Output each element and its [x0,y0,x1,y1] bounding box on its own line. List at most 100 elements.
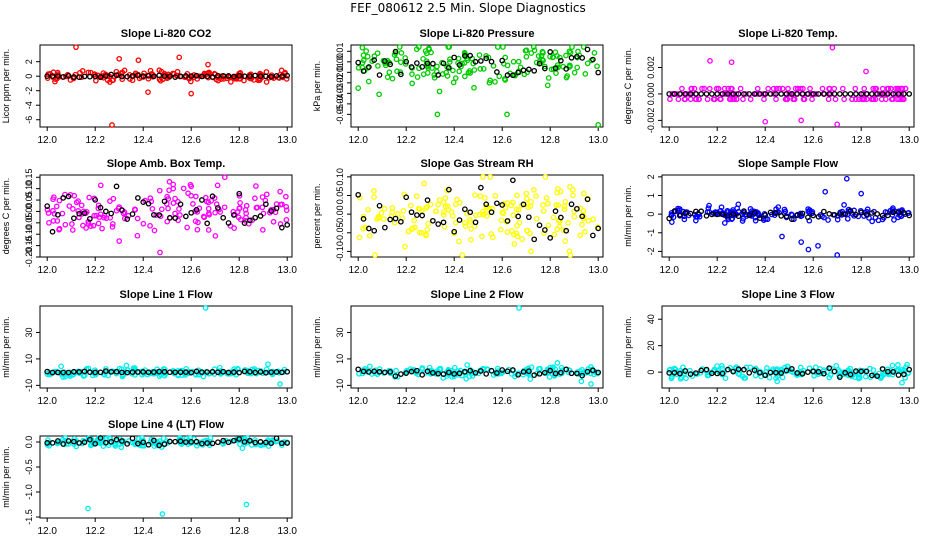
data-point [366,232,373,239]
data-point [826,211,833,217]
data-point [735,366,742,373]
data-point [172,438,179,445]
data-point [372,252,378,258]
y-tick-label: -0.01 [335,62,345,83]
data-point [156,368,163,375]
data-point [701,85,708,92]
x-tick-label: 12.6 [803,135,823,146]
data-point [193,193,199,200]
data-point [97,204,104,211]
data-point [414,60,420,66]
data-point [279,440,285,447]
y-axis-label: ml/min per min. [312,316,322,378]
data-point [62,435,69,441]
data-point [395,211,401,217]
data-point [188,73,195,79]
data-point [704,96,711,103]
data-point [853,211,859,218]
data-point [183,439,189,445]
data-point [236,205,243,212]
data-point [741,208,747,214]
data-point [87,215,93,222]
data-point [805,91,811,97]
data-point [69,227,76,233]
data-point [567,63,573,70]
data-point [188,369,195,376]
data-point [590,56,596,63]
data-point [434,63,440,70]
data-point [172,369,179,376]
data-point [205,210,212,217]
data-point [735,213,742,220]
data-point [403,368,410,374]
plot-frame [661,305,915,389]
data-point [387,368,394,375]
x-tick-label: 12.8 [229,526,249,537]
y-tick-label: -0.05 [24,213,34,234]
x-tick-label: 12.0 [37,526,57,537]
data-point [402,243,408,250]
data-point [374,50,381,57]
data-point [236,436,243,442]
data-point [594,63,600,70]
data-point [847,371,854,378]
data-point [166,178,173,185]
data-point [76,74,83,81]
data-point [695,96,702,103]
data-point [528,364,535,371]
data-point [554,189,561,196]
data-point [842,369,849,376]
data-point [737,85,744,92]
data-point [221,174,228,181]
data-point [862,373,869,380]
data-point [574,64,581,71]
data-point [513,230,520,237]
data-point [95,220,102,227]
data-point [523,47,530,54]
data-point [389,204,396,211]
y-axis-label: ml/min per min. [623,316,633,378]
data-point [435,221,442,227]
data-point [396,44,403,50]
data-point [895,362,901,368]
x-tick-label: 12.8 [851,396,871,407]
y-axis-label: ml/min per min. [1,446,11,508]
data-point [52,78,58,85]
data-point [726,96,733,103]
data-point [476,52,483,58]
data-point [166,187,172,194]
data-point [825,217,831,223]
data-point [167,73,173,79]
data-point [467,216,473,223]
data-point [570,192,576,199]
y-tick-label: -0.05 [335,223,345,244]
data-point [817,366,823,372]
data-point [113,183,120,190]
data-point [743,91,749,97]
plot-frame [350,44,604,128]
chart-panel-10: Slope Line 4 (LT) Flow ml/min per min. 12.… [1,419,297,537]
data-point [800,96,807,103]
data-point [568,201,575,208]
data-point [177,212,183,218]
data-point [65,438,72,444]
data-point [263,73,269,80]
data-point [371,194,377,200]
data-point [108,368,115,375]
data-point [837,211,843,217]
data-point [810,91,817,97]
data-point [837,374,843,380]
data-point [829,44,836,51]
data-point [754,85,761,92]
y-tick-label: -0.10 [24,224,34,245]
data-point [504,111,510,118]
x-tick-label: 12.8 [540,396,560,407]
data-point [147,67,154,74]
data-point [565,219,572,226]
data-point [420,55,426,62]
data-point [705,205,712,212]
data-point [73,199,80,206]
y-tick-label: -0.20 [24,247,34,268]
data-point [366,225,372,232]
